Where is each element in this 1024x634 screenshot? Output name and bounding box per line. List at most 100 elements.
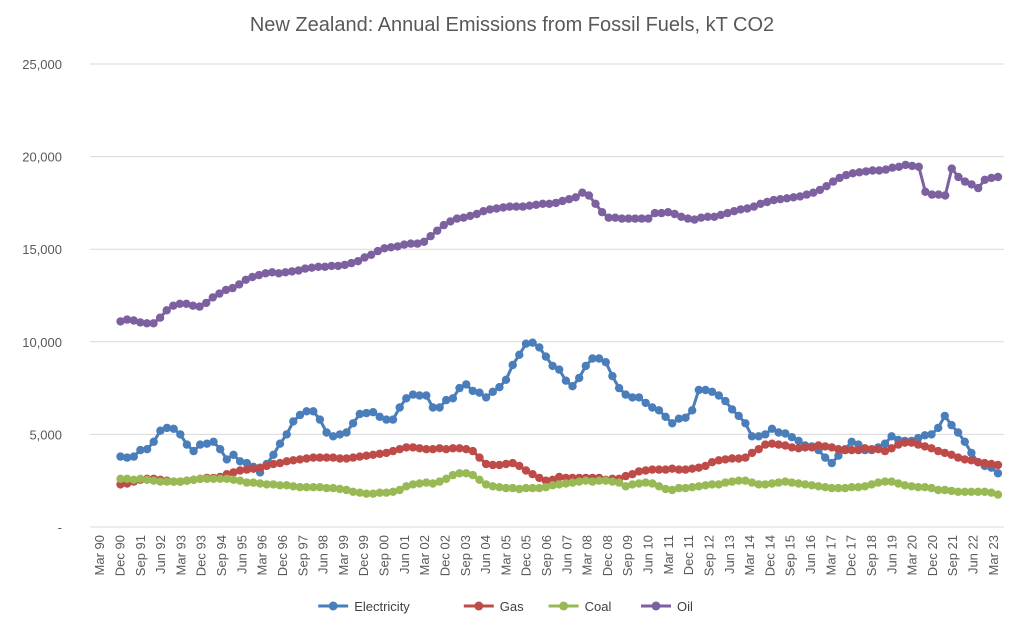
data-point-coal bbox=[674, 483, 684, 493]
data-point-coal bbox=[508, 483, 517, 493]
x-tick-label: Sep 94 bbox=[214, 535, 229, 576]
data-point-coal bbox=[734, 476, 743, 485]
data-point-gas bbox=[668, 464, 677, 473]
y-tick-label: - bbox=[58, 520, 62, 535]
data-point-electricity bbox=[302, 407, 311, 416]
data-point-electricity bbox=[774, 428, 783, 437]
data-point-coal bbox=[528, 483, 537, 493]
data-point-electricity bbox=[601, 358, 610, 367]
data-point-gas bbox=[422, 445, 431, 454]
data-point-electricity bbox=[668, 419, 677, 428]
data-point-electricity bbox=[275, 439, 285, 448]
data-point-electricity bbox=[269, 450, 278, 459]
data-point-coal bbox=[422, 478, 431, 487]
data-point-coal bbox=[894, 479, 903, 488]
data-point-gas bbox=[914, 440, 923, 449]
data-point-coal bbox=[541, 483, 551, 492]
data-point-coal bbox=[149, 476, 158, 485]
data-point-oil bbox=[472, 209, 481, 219]
data-point-gas bbox=[721, 455, 730, 464]
data-point-oil bbox=[644, 214, 653, 223]
data-point-coal bbox=[874, 478, 883, 487]
data-point-coal bbox=[801, 480, 810, 489]
data-point-coal bbox=[142, 475, 152, 484]
data-point-coal bbox=[594, 476, 604, 485]
data-point-gas bbox=[980, 458, 989, 468]
data-point-gas bbox=[462, 445, 471, 454]
data-point-electricity bbox=[222, 455, 231, 464]
data-point-coal bbox=[448, 470, 458, 480]
data-point-electricity bbox=[475, 388, 484, 397]
data-point-gas bbox=[435, 444, 444, 453]
data-point-gas bbox=[874, 445, 883, 454]
data-point-oil bbox=[512, 202, 521, 211]
data-point-coal bbox=[807, 481, 817, 490]
data-point-oil bbox=[637, 214, 646, 223]
data-point-gas bbox=[541, 476, 551, 485]
x-tick-label: Dec 02 bbox=[437, 535, 452, 576]
data-point-coal bbox=[375, 488, 384, 497]
data-point-electricity bbox=[129, 452, 138, 461]
data-point-coal bbox=[727, 477, 737, 486]
x-tick-label: Mar 96 bbox=[255, 535, 270, 575]
data-point-oil bbox=[367, 250, 376, 259]
data-point-gas bbox=[940, 448, 949, 458]
data-point-coal bbox=[322, 483, 331, 493]
data-point-electricity bbox=[947, 420, 956, 430]
data-point-gas bbox=[840, 445, 850, 455]
data-point-oil bbox=[360, 253, 369, 262]
data-point-oil bbox=[630, 214, 640, 223]
data-point-electricity bbox=[575, 373, 584, 383]
data-point-gas bbox=[681, 465, 690, 474]
data-point-oil bbox=[914, 162, 923, 171]
data-point-coal bbox=[136, 474, 145, 483]
data-point-gas bbox=[654, 465, 664, 474]
x-tick-label: Jun 22 bbox=[966, 535, 981, 574]
data-point-coal bbox=[428, 479, 438, 488]
data-point-gas bbox=[761, 440, 770, 449]
legend-item-coal: Coal bbox=[548, 599, 611, 614]
data-point-oil bbox=[261, 269, 270, 278]
data-point-gas bbox=[907, 438, 916, 447]
data-point-oil bbox=[571, 193, 580, 202]
data-point-gas bbox=[927, 444, 936, 453]
data-point-oil bbox=[901, 160, 910, 170]
data-point-oil bbox=[499, 203, 508, 212]
data-point-coal bbox=[701, 481, 710, 490]
legend-swatch-marker bbox=[328, 601, 338, 611]
data-point-gas bbox=[289, 456, 298, 465]
data-point-coal bbox=[854, 483, 863, 492]
data-point-oil bbox=[690, 215, 699, 224]
data-point-oil bbox=[729, 207, 739, 216]
data-point-electricity bbox=[362, 408, 371, 418]
y-tick-label: 15,000 bbox=[22, 242, 62, 257]
data-point-oil bbox=[347, 258, 356, 268]
data-point-oil bbox=[677, 212, 686, 221]
data-point-oil bbox=[749, 202, 759, 211]
data-point-oil bbox=[294, 266, 303, 275]
data-point-coal bbox=[714, 480, 723, 489]
data-point-coal bbox=[754, 480, 763, 489]
data-point-oil bbox=[281, 268, 290, 277]
data-point-gas bbox=[973, 458, 983, 467]
data-point-coal bbox=[987, 488, 996, 497]
data-point-gas bbox=[295, 455, 305, 464]
data-point-electricity bbox=[202, 439, 212, 448]
data-point-gas bbox=[262, 461, 271, 471]
data-point-oil bbox=[723, 208, 732, 218]
data-point-oil bbox=[868, 166, 877, 175]
data-point-electricity bbox=[481, 393, 491, 402]
series-coal bbox=[116, 469, 1003, 499]
data-point-oil bbox=[175, 299, 184, 308]
data-point-coal bbox=[940, 485, 949, 495]
y-tick-label: 25,000 bbox=[22, 57, 62, 72]
grid-layer bbox=[90, 63, 1004, 528]
data-point-coal bbox=[880, 477, 890, 486]
data-point-coal bbox=[515, 484, 524, 494]
data-point-coal bbox=[967, 487, 976, 496]
data-point-electricity bbox=[142, 445, 152, 454]
data-point-electricity bbox=[508, 360, 517, 370]
legend-label: Electricity bbox=[354, 599, 410, 614]
data-point-coal bbox=[368, 489, 378, 498]
data-point-electricity bbox=[794, 436, 803, 446]
